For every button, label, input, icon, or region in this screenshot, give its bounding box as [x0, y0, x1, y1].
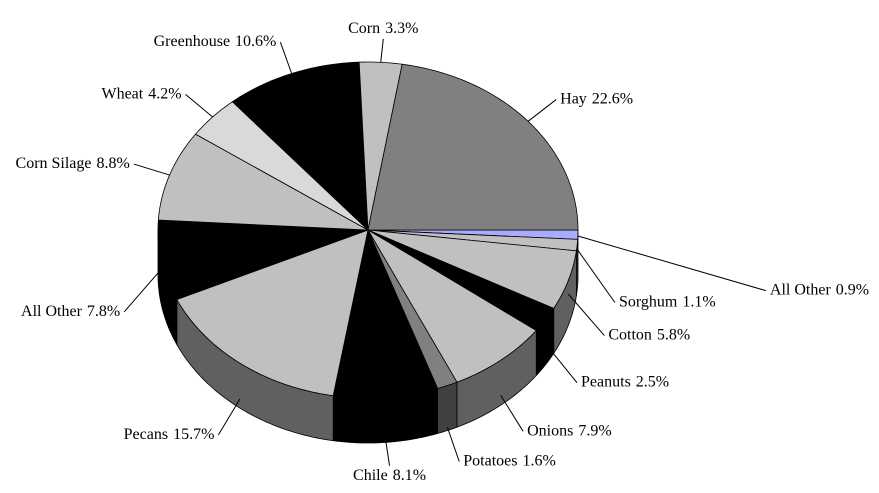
leader-line	[446, 427, 460, 462]
slice-label: All Other 7.8%	[21, 302, 120, 319]
slice-name: Sorghum	[619, 293, 678, 310]
slice-value-label: 7.8%	[87, 302, 120, 319]
slice	[194, 101, 369, 231]
slice	[367, 63, 579, 231]
slice-label: Greenhouse 10.6%	[154, 33, 277, 50]
slice-name: Corn	[348, 19, 380, 36]
slice-label: Peanuts 2.5%	[581, 373, 669, 390]
slice	[367, 229, 537, 383]
slice-value-label: 22.6%	[592, 90, 633, 107]
slice-label: All Other 0.9%	[770, 281, 869, 298]
slice-name: Corn Silage	[16, 155, 92, 172]
slice-value-label: 2.5%	[636, 373, 669, 390]
slice-name: All Other	[21, 302, 83, 319]
leader-line	[545, 343, 578, 384]
leader-line	[527, 99, 557, 122]
leader-line	[123, 268, 162, 313]
leader-line	[380, 38, 384, 63]
slice-value-label: 10.6%	[235, 33, 276, 50]
slice	[157, 133, 369, 231]
leader-line	[133, 163, 170, 176]
slice-value-label: 1.1%	[682, 293, 715, 310]
slice-value-label: 0.9%	[836, 281, 869, 298]
leader-line	[500, 394, 524, 432]
leader-line	[217, 398, 241, 436]
leader-line	[567, 293, 605, 336]
slice-name: Wheat	[101, 85, 143, 102]
slice-name: Greenhouse	[154, 33, 230, 50]
leader-line	[385, 442, 391, 466]
slice-name: Pecans	[124, 426, 168, 443]
slice-name: Hay	[560, 90, 587, 107]
slice-value-label: 15.7%	[173, 426, 214, 443]
slice	[367, 229, 577, 309]
slice-name: Peanuts	[581, 373, 631, 390]
slice-label: Chile 8.1%	[353, 467, 426, 484]
slice-value-label: 1.6%	[522, 452, 555, 469]
leader-line	[577, 235, 767, 292]
slice-value-label: 8.8%	[97, 155, 130, 172]
slice-name: Potatoes	[463, 452, 517, 469]
slice	[231, 61, 369, 231]
leader-line	[576, 248, 616, 303]
slice-label: Sorghum 1.1%	[619, 293, 716, 310]
slice-value-label: 5.8%	[657, 326, 690, 343]
slice-name: Cotton	[608, 326, 652, 343]
slice	[358, 61, 403, 231]
slice-label: Corn 3.3%	[348, 19, 418, 36]
slice-label: Corn Silage 8.8%	[16, 155, 130, 172]
slice-label: Hay 22.6%	[560, 90, 633, 107]
slice-side	[437, 381, 458, 435]
slice	[367, 229, 555, 332]
slice-value-label: 8.1%	[393, 467, 426, 484]
slice-name: Chile	[353, 467, 388, 484]
slice-label: Pecans 15.7%	[124, 426, 215, 443]
leader-line	[279, 42, 293, 74]
slice-name: All Other	[770, 281, 832, 298]
slice	[157, 219, 369, 301]
leader-line	[185, 93, 213, 118]
slice-value-label: 7.9%	[578, 422, 611, 439]
slice	[176, 229, 369, 397]
slice-label: Wheat 4.2%	[101, 85, 181, 102]
slice-label: Cotton 5.8%	[608, 326, 690, 343]
slice-name: Onions	[527, 422, 573, 439]
slice-value-label: 3.3%	[385, 19, 418, 36]
slice-label: Potatoes 1.6%	[463, 452, 556, 469]
slice-label: Onions 7.9%	[527, 422, 612, 439]
slice	[367, 229, 458, 389]
slice-value-label: 4.2%	[148, 85, 181, 102]
